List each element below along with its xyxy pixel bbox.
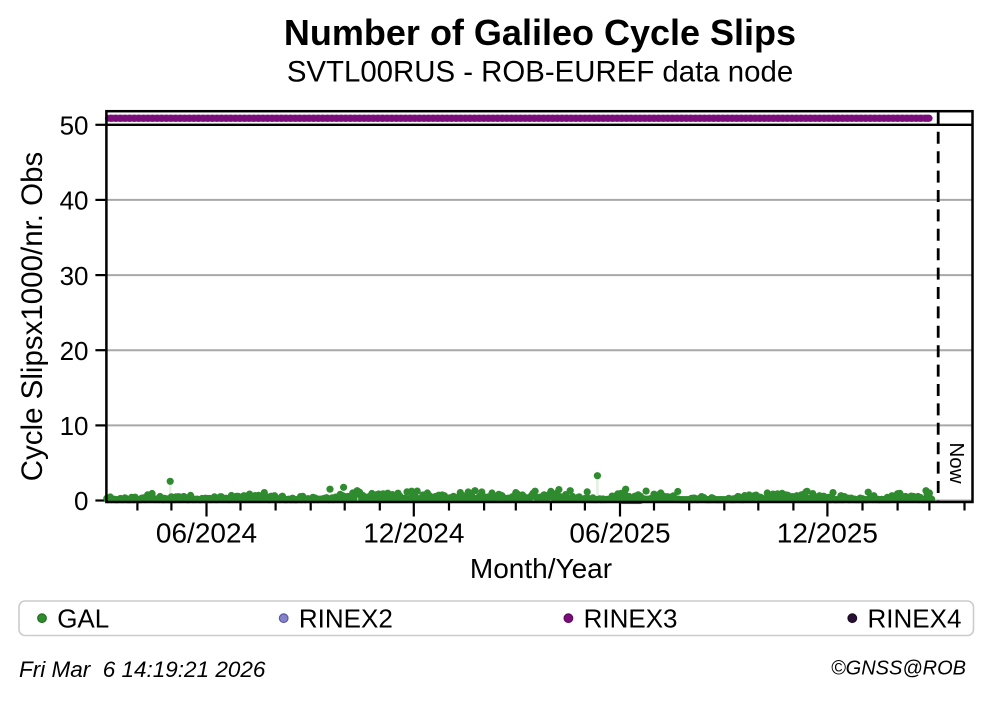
svg-text:40: 40 [60,186,89,216]
svg-text:Month/Year: Month/Year [470,553,612,584]
svg-text:RINEX4: RINEX4 [868,604,962,634]
svg-text:Number of Galileo Cycle Slips: Number of Galileo Cycle Slips [284,12,796,53]
svg-text:06/2024: 06/2024 [156,518,257,549]
svg-text:10: 10 [60,411,89,441]
svg-text:12/2024: 12/2024 [363,518,464,549]
svg-text:12/2025: 12/2025 [777,518,878,549]
svg-text:RINEX2: RINEX2 [299,604,393,634]
svg-text:Now: Now [945,443,968,484]
svg-text:30: 30 [60,261,89,291]
svg-text:0: 0 [74,486,88,516]
svg-text:RINEX3: RINEX3 [584,604,678,634]
svg-text:Fri Mar 6 14:19:21 2026: Fri Mar 6 14:19:21 2026 [19,657,266,682]
svg-text:©GNSS@ROB: ©GNSS@ROB [831,658,966,680]
svg-text:SVTL00RUS - ROB-EUREF data nod: SVTL00RUS - ROB-EUREF data node [287,56,793,89]
svg-text:GAL: GAL [57,604,109,634]
svg-text:50: 50 [60,110,89,140]
svg-text:20: 20 [60,336,89,366]
svg-text:Cycle Slipsx1000/nr. Obs: Cycle Slipsx1000/nr. Obs [16,152,49,482]
svg-text:06/2025: 06/2025 [569,518,670,549]
